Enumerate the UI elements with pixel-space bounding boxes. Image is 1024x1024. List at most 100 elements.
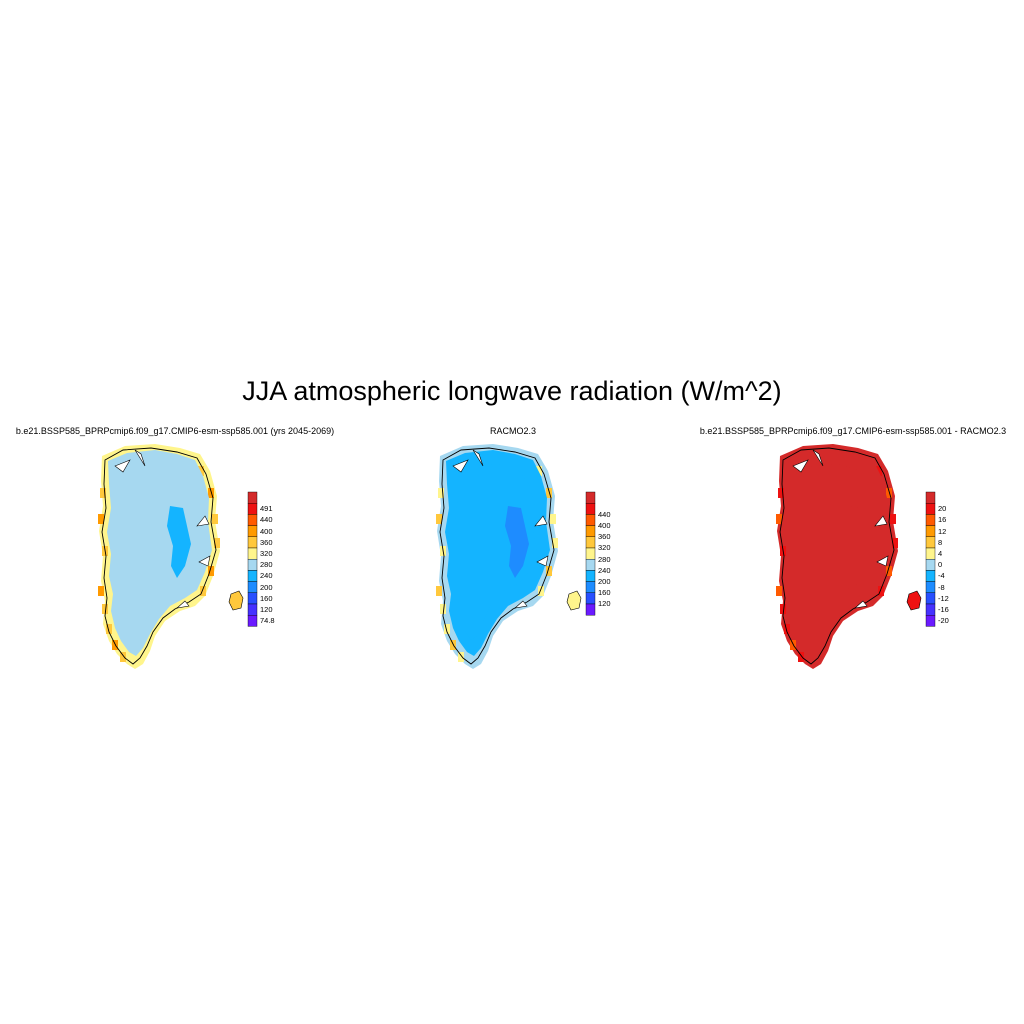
map-island [907,591,921,610]
greenland-map [776,444,922,669]
colorbar-box [585,558,596,571]
colorbar-box [925,614,936,627]
fjord-lines [792,449,889,609]
colorbar-tick-label: 160 [598,588,611,598]
map-edge-cell [552,538,558,548]
map-edge-cell [538,586,544,596]
colorbar-tick-label: 160 [260,593,273,603]
colorbar-box [925,592,936,605]
map-edge-cell [98,514,104,524]
island-coastline [906,590,922,611]
greenland-map [98,444,244,669]
colorbar-box [925,581,936,594]
colorbar-tick-label: 400 [260,526,273,536]
colorbar-box [247,592,258,605]
map-edge-cell [546,566,552,576]
colorbar-box [925,536,936,549]
panel-racmo: RACMO2.3 440 400 360 320 280 240 200 160 120 [343,420,683,680]
colorbar-tick-label: 320 [260,549,273,558]
map-edge-cell [208,488,214,498]
colorbar-box [247,536,258,549]
colorbar-box [585,491,596,504]
colorbar-box [925,547,936,560]
map-edge-cell [784,624,790,634]
map-edge-cell [102,604,108,614]
island-coastline [566,590,582,611]
island-coastline [228,590,244,611]
colorbar-svg [247,491,258,627]
colorbar-svg [925,491,936,627]
colorbar-box [247,547,258,560]
colorbar-box [585,514,596,526]
colorbar-tick-label: 74.8 [260,616,275,626]
colorbar-tick-label: -12 [938,593,949,603]
map-edge-cell [444,624,450,634]
map-edge-cell [878,586,884,596]
colorbar-tick-label: 4 [938,549,943,558]
colorbar-box [585,536,596,549]
colorbar-box [585,592,596,605]
colorbar-box [925,558,936,571]
map-edge-cell [438,488,444,498]
colorbar-box [247,502,258,515]
map-edge-cell [208,566,214,576]
panel-title: b.e21.BSSP585_BPRPcmip6.f09_g17.CMIP6-es… [15,426,335,436]
colorbar-tick-label: 491 [260,504,273,514]
panel-model: b.e21.BSSP585_BPRPcmip6.f09_g17.CMIP6-es… [5,420,345,680]
panel-title: RACMO2.3 [489,426,536,436]
colorbar-svg [585,491,596,616]
map-core-fill [845,506,869,578]
map-edge-cell [436,586,442,596]
colorbar-box [925,502,936,515]
map-edge-cell [886,566,892,576]
colorbar-box [925,491,936,504]
colorbar-tick-label: 16 [938,515,947,525]
colorbar-box [585,547,596,560]
map-edge-cell [776,514,782,524]
colorbar-box [247,491,258,504]
colorbar-box [925,603,936,616]
map-edge-cell [892,538,898,548]
map-edge-cell [776,586,782,596]
map-edge-cell [106,624,112,634]
fjord-lines [114,449,211,609]
colorbar-box [925,525,936,537]
colorbar-tick-label: 440 [598,509,611,519]
map-edge-cell [100,488,106,498]
colorbar-tick-label: 120 [260,605,273,614]
map-edge-cell [550,514,556,524]
map-core-fill [167,506,191,578]
map-edge-cell [780,604,786,614]
map-edge-cell [212,514,218,524]
map-edge-cell [98,586,104,596]
colorbar-box [247,525,258,537]
colorbar-box [585,603,596,616]
map-island [567,591,581,610]
figure-title: JJA atmospheric longwave radiation (W/m^… [242,376,782,406]
colorbar-tick-label: 20 [938,504,947,514]
colorbar-tick-label: 320 [598,543,611,553]
colorbar-tick-label: -16 [938,605,949,614]
map-edge-cell [886,488,892,498]
fjord-lines [452,449,549,609]
map-edge-cell [458,652,464,662]
colorbar-box [585,581,596,594]
colorbar-tick-label: 8 [938,537,943,547]
greenland-map [436,444,582,669]
colorbar-tick-label: 360 [598,532,611,542]
colorbar-tick-label: 240 [598,565,611,575]
map-edge-cell [778,488,784,498]
map-edge-cell [890,514,896,524]
colorbar-tick-label: 0 [938,560,943,570]
colorbar-tick-label: -4 [938,571,945,581]
map-island [229,591,243,610]
colorbar-tick-label: 200 [260,582,273,592]
coastline [779,447,895,665]
panel-difference: b.e21.BSSP585_BPRPcmip6.f09_g17.CMIP6-es… [683,420,1023,680]
colorbar-box [247,603,258,616]
map-core-fill [505,506,529,578]
colorbar-tick-label: 200 [598,577,611,586]
colorbar-box [585,570,596,582]
coastline [101,447,217,665]
map-edge-cell [198,466,204,476]
